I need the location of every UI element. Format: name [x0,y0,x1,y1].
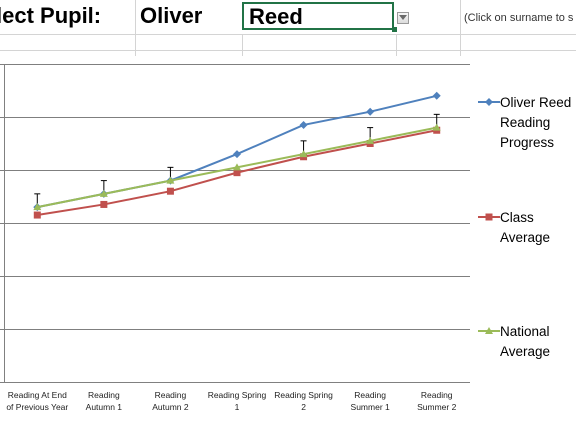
data-point [233,163,241,171]
x-tick-label: Reading At End [8,390,67,400]
data-point [366,107,375,116]
legend-marker [485,98,493,106]
surname-cell[interactable]: Reed [242,2,394,30]
x-tick-label: Autumn 2 [152,402,189,412]
surname-dropdown-button[interactable] [397,12,409,24]
data-point [99,189,108,197]
x-tick-label: Autumn 1 [86,402,123,412]
legend-label: Progress [500,135,554,150]
legend-label: Oliver Reed [500,95,571,110]
legend-marker [485,213,493,221]
x-tick-label: Reading Spring [274,390,333,400]
chevron-down-icon [399,15,407,20]
data-point [432,123,441,131]
instruction-hint: (Click on surname to s [464,12,574,24]
x-tick-label: Reading [421,390,453,400]
data-point [233,169,241,177]
x-tick-label: Summer 1 [351,402,390,412]
legend-label: Average [500,344,550,359]
data-point [166,187,174,195]
legend-label: Reading [500,115,550,130]
fill-handle[interactable] [392,27,397,32]
x-tick-label: Reading Spring [208,390,267,400]
data-point [366,136,375,144]
data-point [33,203,42,211]
data-point [299,150,308,158]
legend-marker [485,327,493,334]
data-point [166,176,175,184]
x-tick-label: of Previous Year [6,402,68,412]
data-point [33,211,41,219]
x-tick-label: 2 [301,402,306,412]
x-tick-label: Summer 2 [417,402,456,412]
legend-label: Class [500,210,534,225]
x-tick-label: 1 [235,402,240,412]
data-point [299,120,308,129]
x-tick-label: Reading [155,390,187,400]
data-point [432,91,441,100]
legend-label: Average [500,230,550,245]
x-tick-label: Reading [88,390,120,400]
legend-label: National [500,324,550,339]
reading-progress-chart: Reading At End of Previous Year Reading Aut… [0,64,571,412]
spreadsheet-grid [0,0,576,56]
data-point [233,150,241,159]
data-point [100,200,108,208]
x-tick-label: Reading [354,390,386,400]
pupil-first-name: Oliver [140,3,203,28]
select-pupil-label: lect Pupil: [0,3,102,28]
surname-value: Reed [249,4,303,29]
